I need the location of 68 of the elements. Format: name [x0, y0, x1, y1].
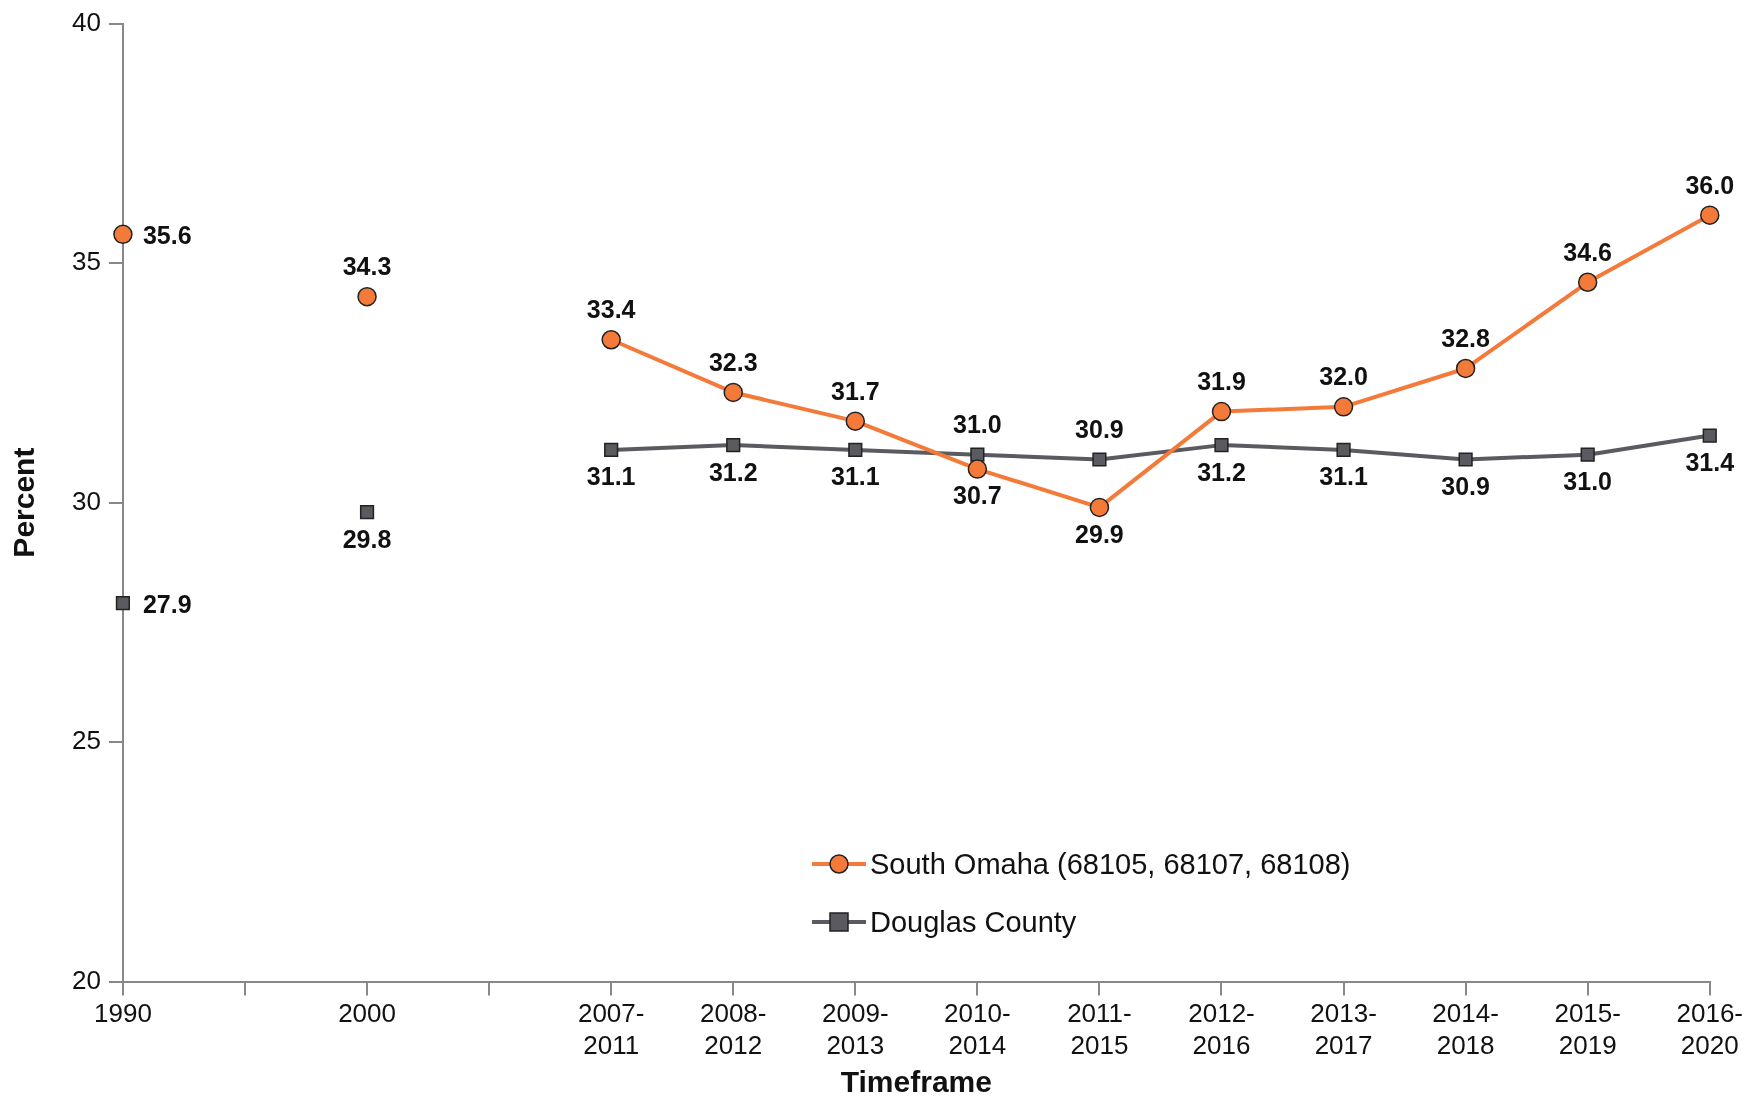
point	[115, 596, 131, 611]
point	[1211, 401, 1232, 422]
point	[1333, 397, 1354, 417]
x-tick-label: 1990	[94, 998, 152, 1029]
point	[723, 382, 743, 403]
data-label: 31.0	[1563, 467, 1613, 496]
data-label: 34.3	[342, 252, 392, 281]
x-axis-title: Timeframe	[840, 1065, 992, 1099]
x-tick-label: 2016-2020	[1676, 998, 1743, 1060]
data-label: 30.9	[1075, 414, 1124, 443]
data-label: 31.2	[708, 457, 758, 486]
point	[113, 224, 133, 245]
point	[359, 505, 375, 520]
x-tick-label: 2010-2014	[944, 998, 1011, 1060]
point	[1455, 358, 1476, 379]
x-tick-label: 2013-2017	[1310, 998, 1377, 1060]
legend-label: Douglas County	[870, 905, 1077, 939]
y-tick-label: 35	[72, 246, 101, 277]
data-label: 33.4	[586, 295, 636, 324]
data-label: 31.1	[830, 462, 880, 491]
point	[357, 286, 377, 307]
x-tick-label: 2009-2013	[822, 998, 889, 1060]
y-axis-title: Percent	[7, 447, 41, 558]
data-label: 31.1	[586, 462, 636, 491]
point	[1700, 205, 1720, 225]
data-label: 31.7	[830, 376, 880, 405]
data-label: 31.9	[1197, 366, 1246, 395]
point	[848, 442, 863, 458]
point	[1702, 428, 1717, 443]
point	[604, 442, 619, 458]
point	[1089, 497, 1110, 518]
data-label: 31.2	[1197, 457, 1246, 486]
y-tick-label: 20	[72, 964, 101, 995]
data-label: 32.3	[708, 347, 758, 376]
data-label: 35.6	[142, 221, 192, 250]
data-label: 27.9	[142, 590, 192, 619]
x-tick-label: 2008-2012	[699, 998, 767, 1060]
data-label: 36.0	[1685, 170, 1735, 199]
data-label: 30.9	[1441, 471, 1490, 500]
data-label: 34.6	[1563, 237, 1613, 266]
point	[845, 411, 866, 431]
data-label: 31.0	[953, 410, 1002, 439]
x-tick-label: 2012-2016	[1188, 998, 1255, 1060]
point	[1577, 272, 1598, 293]
x-tick-label: 2007-2011	[577, 998, 645, 1060]
data-label: 29.9	[1075, 519, 1124, 548]
data-label: 32.0	[1319, 362, 1368, 391]
data-label: 31.4	[1685, 447, 1735, 476]
x-tick-label: 2015-2019	[1554, 998, 1621, 1060]
point	[1580, 447, 1595, 462]
data-label: 30.7	[953, 481, 1002, 510]
point	[601, 329, 621, 350]
y-tick-label: 25	[72, 725, 101, 756]
x-tick-label: 2011-2015	[1067, 998, 1132, 1060]
x-tick-label: 2014-2018	[1432, 998, 1499, 1060]
point	[967, 459, 988, 479]
x-tick-label: 2000	[338, 998, 396, 1029]
point	[1092, 452, 1107, 467]
y-tick-label: 40	[72, 6, 101, 37]
y-tick-label: 30	[72, 485, 101, 516]
data-label: 32.8	[1441, 323, 1491, 352]
point	[1458, 452, 1473, 467]
data-label: 29.8	[342, 524, 392, 553]
point	[1214, 438, 1229, 453]
point	[726, 438, 741, 453]
point	[1336, 442, 1351, 458]
data-label: 31.1	[1319, 462, 1368, 491]
legend-label: South Omaha (68105, 68107, 68108)	[870, 847, 1351, 881]
